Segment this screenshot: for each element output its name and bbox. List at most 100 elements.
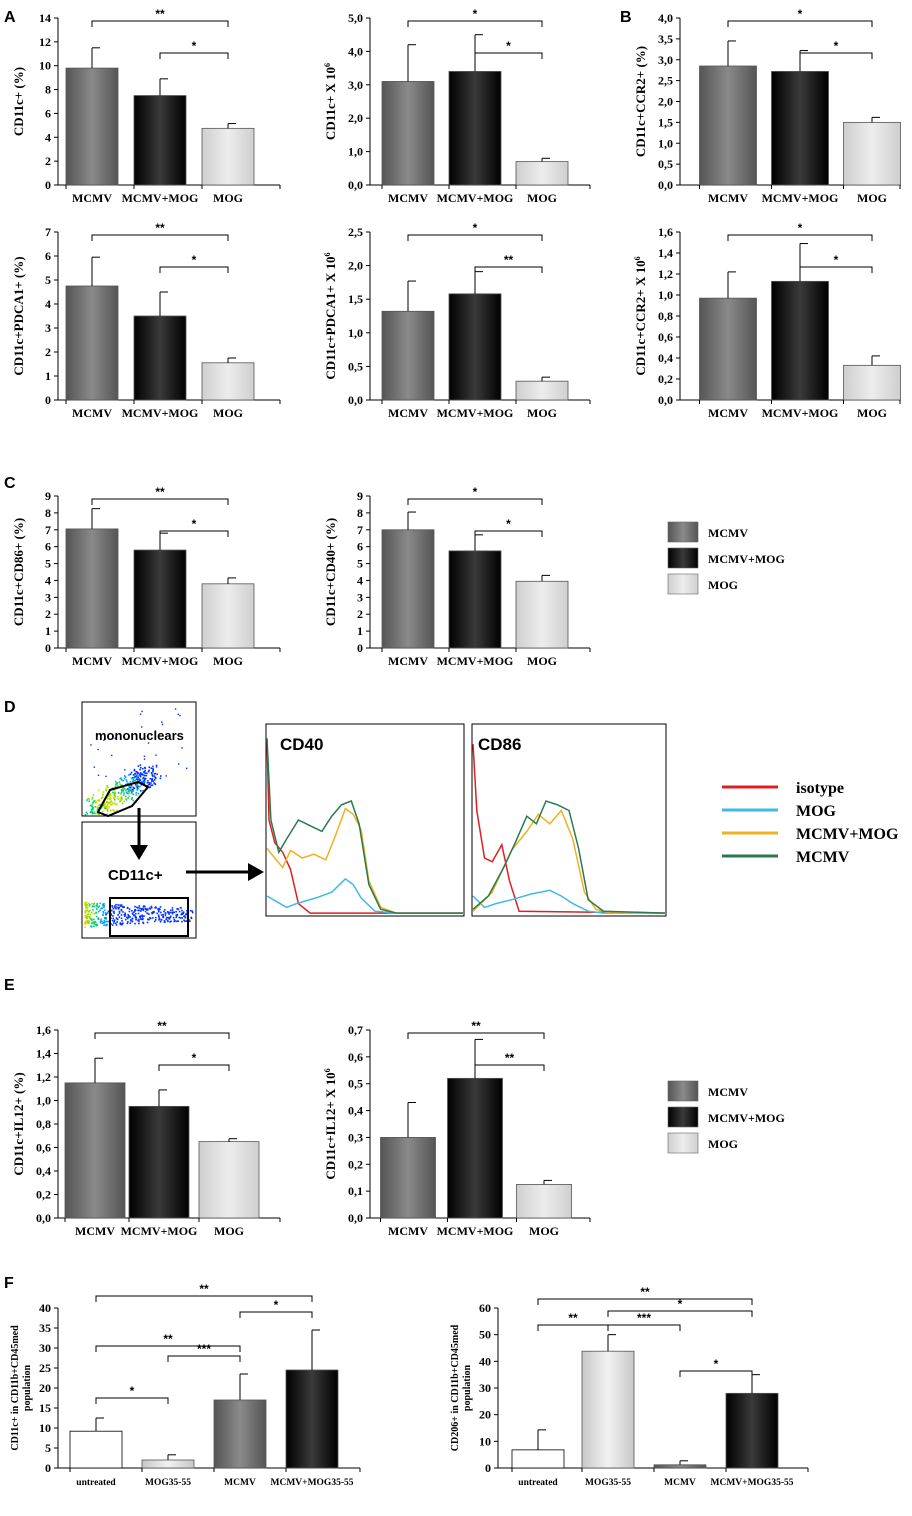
dot [106, 810, 109, 813]
dot [167, 920, 169, 923]
dot [112, 794, 115, 797]
dot [99, 921, 102, 924]
dot [103, 904, 106, 907]
dot [128, 792, 131, 794]
dot [160, 919, 162, 921]
dot [180, 913, 183, 916]
bar [69, 1430, 123, 1469]
y-axis-label: CD11c+CD86+ (%) [11, 518, 26, 626]
dot [153, 911, 156, 913]
dot [137, 775, 139, 777]
dot [175, 916, 178, 919]
significance-bracket [799, 52, 873, 59]
dot [87, 913, 90, 916]
dot [151, 784, 154, 786]
dot [95, 915, 98, 918]
category-label: MCMV [388, 191, 428, 205]
dot [133, 774, 136, 777]
dot [86, 922, 88, 924]
bar [141, 1459, 195, 1469]
significance-label: * [714, 1357, 719, 1371]
dot [168, 913, 170, 915]
dot [84, 911, 87, 913]
dot [102, 793, 104, 796]
dot [120, 917, 123, 920]
y-tick-label: 0,0 [348, 178, 363, 192]
dot [150, 771, 153, 774]
category-label: MCMV+MOG [122, 406, 199, 420]
dot [111, 904, 113, 907]
y-tick-label: 1,2 [36, 1070, 51, 1084]
dot [186, 910, 188, 912]
dot [132, 781, 135, 783]
y-tick-label: 6 [45, 106, 51, 120]
panel-label-C: C [4, 475, 16, 492]
dot [93, 800, 95, 802]
dot [148, 769, 150, 772]
dot [133, 914, 135, 917]
dot [116, 906, 118, 908]
dot [153, 779, 156, 781]
dot [150, 782, 152, 784]
dot [105, 789, 108, 791]
legend-label: MCMV+MOG [708, 552, 785, 566]
dot [118, 912, 121, 914]
dot [92, 904, 95, 906]
dot [102, 791, 105, 793]
dot [97, 917, 100, 919]
dot [84, 813, 87, 816]
significance-label: * [798, 221, 803, 235]
dot [139, 790, 142, 792]
dot [169, 909, 172, 912]
dot [150, 767, 153, 770]
category-label: MCMV [224, 1478, 256, 1488]
y-tick-label: 6 [45, 249, 51, 263]
dot [189, 909, 192, 912]
dot [184, 915, 186, 917]
bar [381, 529, 435, 649]
dotplot-scatter-2 [84, 901, 194, 928]
dot [106, 805, 109, 808]
dot [148, 782, 150, 784]
y-tick-label: 15 [39, 1401, 51, 1415]
dot [152, 768, 155, 771]
dot [171, 909, 174, 911]
y-tick-label: 2,5 [658, 74, 673, 88]
dot [116, 809, 119, 811]
chart-e1: 0,0 0,2 0,4 0,6 0,8 1,0 1,2 1,4 1,6 MCMV MCMV+MOG M… [11, 1019, 281, 1238]
dot [119, 922, 122, 924]
significance-bracket [474, 266, 543, 273]
legend-swatch [667, 547, 699, 569]
dot [102, 912, 105, 914]
dot [120, 909, 123, 912]
dot [140, 773, 143, 776]
dot [129, 773, 132, 776]
dot [154, 772, 157, 775]
dot [159, 920, 162, 923]
dot [164, 914, 167, 917]
dot [124, 915, 126, 917]
dot [168, 911, 171, 914]
dot [128, 910, 131, 913]
y-tick-label: 40 [39, 1301, 51, 1315]
dot [142, 922, 145, 925]
dot [85, 902, 87, 905]
bar [516, 1184, 572, 1219]
dot [185, 913, 187, 916]
dot [161, 723, 164, 726]
dot [84, 904, 87, 906]
dot [90, 918, 92, 920]
dot [144, 769, 147, 772]
y-tick-label: 2,0 [348, 111, 363, 125]
dot [145, 908, 147, 910]
dot [178, 910, 181, 913]
legend-swatch [667, 1080, 699, 1102]
dot [135, 776, 137, 778]
dot [169, 921, 171, 923]
histogram-curve [472, 800, 666, 914]
significance-label: ** [155, 7, 165, 21]
y-tick-label: 3 [357, 590, 363, 604]
dot [101, 810, 104, 812]
dot [142, 779, 145, 782]
